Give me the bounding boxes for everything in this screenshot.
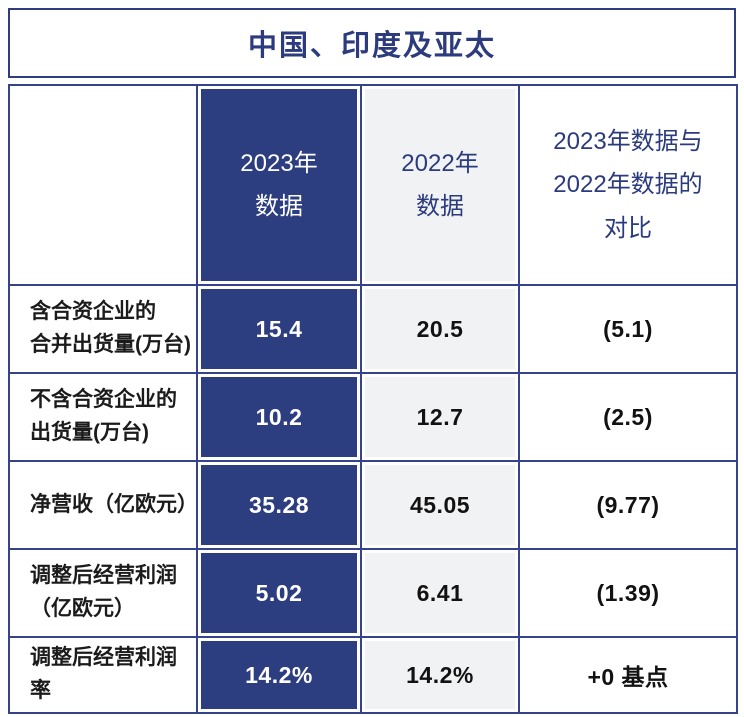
- value-diff: (2.5): [603, 403, 653, 430]
- table-row: 含合资企业的 合并出货量(万台) 15.4 20.5 (5.1): [8, 284, 738, 374]
- header-cell-empty: [8, 84, 198, 286]
- row-label: 不含合资企业的 出货量(万台): [30, 388, 177, 444]
- column-header-2022: 2022年 数据: [365, 89, 515, 281]
- row-label: 净营收（亿欧元）: [30, 492, 198, 516]
- value-2022: 20.5: [365, 289, 515, 369]
- table-row: 不含合资企业的 出货量(万台) 10.2 12.7 (2.5): [8, 372, 738, 462]
- row-label: 调整后经营利润 （亿欧元）: [30, 564, 177, 620]
- value-2022: 12.7: [365, 377, 515, 457]
- table-row: 净营收（亿欧元） 35.28 45.05 (9.77): [8, 460, 738, 550]
- header-cell-2023: 2023年 数据: [196, 84, 362, 286]
- header-cell-diff: 2023年数据与 2022年数据的 对比: [518, 84, 738, 286]
- column-header-2023: 2023年 数据: [201, 89, 357, 281]
- page-title: 中国、印度及亚太: [247, 30, 496, 62]
- value-diff: +0 基点: [587, 664, 669, 690]
- row-label: 调整后经营利润率: [30, 646, 177, 702]
- value-diff: (1.39): [596, 579, 660, 606]
- column-header-diff: 2023年数据与 2022年数据的 对比: [553, 128, 703, 242]
- value-diff: (9.77): [596, 491, 660, 518]
- value-2023: 35.28: [201, 465, 357, 545]
- value-2023: 15.4: [201, 289, 357, 369]
- value-2023: 10.2: [201, 377, 357, 457]
- row-label: 含合资企业的 合并出货量(万台): [30, 300, 191, 356]
- value-2022: 14.2%: [365, 641, 515, 709]
- table-row: 调整后经营利润 （亿欧元） 5.02 6.41 (1.39): [8, 548, 738, 638]
- value-2022: 6.41: [365, 553, 515, 633]
- header-cell-2022: 2022年 数据: [360, 84, 520, 286]
- value-diff: (5.1): [603, 315, 653, 342]
- value-2023: 14.2%: [201, 641, 357, 709]
- value-2023: 5.02: [201, 553, 357, 633]
- table-header-row: 2023年 数据 2022年 数据 2023年数据与 2022年数据的 对比: [8, 84, 738, 286]
- title-box: 中国、印度及亚太: [8, 8, 736, 78]
- table-row: 调整后经营利润率 14.2% 14.2% +0 基点: [8, 636, 738, 714]
- comparison-table: 2023年 数据 2022年 数据 2023年数据与 2022年数据的 对比 含…: [8, 84, 738, 714]
- value-2022: 45.05: [365, 465, 515, 545]
